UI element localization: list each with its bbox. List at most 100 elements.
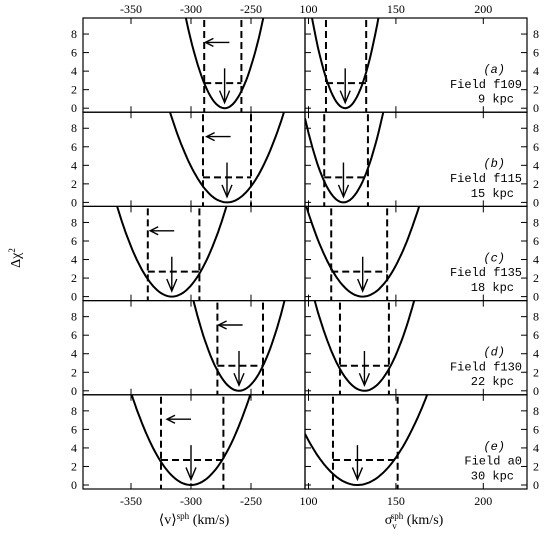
y-tick-label: 6 <box>71 422 77 436</box>
panel-distance-label: 30 kpc <box>471 469 514 483</box>
panel-4-mean-velocity: 0 2 4 6 8 <box>71 300 306 398</box>
x-tick-label-top: -250 <box>240 2 262 16</box>
panel-field-label: Field f135 <box>450 266 522 280</box>
panel-distance-label: 22 kpc <box>471 375 514 389</box>
y-tick-label-right: 8 <box>533 121 539 135</box>
panel-tag: (b) <box>483 157 505 171</box>
y-tick-label-right: 2 <box>533 459 539 473</box>
y-tick-label-right: 0 <box>533 101 539 115</box>
x-tick-label-top: 200 <box>474 2 492 16</box>
chi-square-curve <box>184 18 265 110</box>
x-tick-label-top: 150 <box>387 2 405 16</box>
y-tick-label: 2 <box>71 271 77 285</box>
y-tick-label: 4 <box>71 253 77 267</box>
minimum-arrow-head <box>357 278 369 293</box>
offset-arrow-head <box>203 37 214 48</box>
x-tick-label-bottom: 200 <box>474 494 492 508</box>
offset-arrow-head <box>217 320 227 330</box>
panel-3-mean-velocity: 0 2 4 6 8 <box>71 205 306 304</box>
y-tick-label-right: 6 <box>533 422 539 436</box>
y-tick-label: 4 <box>71 347 77 361</box>
y-tick-label-right: 0 <box>533 478 539 492</box>
chi-square-curve <box>192 300 286 392</box>
y-tick-label: 6 <box>71 234 77 248</box>
y-tick-label: 8 <box>71 404 77 418</box>
panel-1-mean-velocity: 0 2 4 6 8 -350 -300 -250 <box>71 2 306 115</box>
chi-square-curve <box>168 112 285 204</box>
y-tick-label: 4 <box>71 158 77 172</box>
y-tick-label: 6 <box>71 46 77 60</box>
panel-5-mean-velocity: 0 2 4 6 8 -350 -300 -250 <box>71 394 306 508</box>
x-tick-label-top: -300 <box>180 2 202 16</box>
y-tick-label-right: 2 <box>533 365 539 379</box>
x-tick-label-top: 100 <box>299 2 317 16</box>
y-tick-label-right: 8 <box>533 404 539 418</box>
panel-distance-label: 9 kpc <box>478 93 514 107</box>
y-tick-label-right: 6 <box>533 140 539 154</box>
panel-tag: (a) <box>483 63 505 77</box>
y-tick-label: 4 <box>71 441 77 455</box>
panel-tag: (e) <box>483 440 505 454</box>
y-tick-label: 2 <box>71 365 77 379</box>
y-tick-label-right: 6 <box>533 234 539 248</box>
y-tick-label: 8 <box>71 310 77 324</box>
y-tick-label-right: 2 <box>533 83 539 97</box>
panel-frame <box>82 300 306 396</box>
y-tick-label-right: 4 <box>533 158 539 172</box>
panel-field-label: Field f115 <box>450 172 522 186</box>
y-tick-label-right: 8 <box>533 215 539 229</box>
x-axis-label-velocity-dispersion: σvsph (km/s) <box>385 511 444 531</box>
y-tick-label-right: 8 <box>533 27 539 41</box>
y-tick-label-right: 4 <box>533 441 539 455</box>
minimum-arrow-head <box>185 467 197 482</box>
y-tick-label-right: 4 <box>533 347 539 361</box>
y-tick-label-right: 0 <box>533 384 539 398</box>
chi-square-curve <box>305 394 429 486</box>
y-tick-label: 0 <box>71 101 77 115</box>
y-tick-label: 2 <box>71 459 77 473</box>
minimum-arrow-head <box>351 467 364 482</box>
chi-square-curve <box>311 18 380 110</box>
panel-field-label: Field f109 <box>450 78 522 92</box>
y-tick-label-right: 0 <box>533 195 539 209</box>
y-tick-label: 6 <box>71 140 77 154</box>
panel-frame <box>82 17 306 113</box>
y-tick-label-right: 8 <box>533 310 539 324</box>
offset-arrow-head <box>148 226 159 236</box>
y-tick-label-right: 6 <box>533 328 539 342</box>
panel-field-label: Field a0 <box>464 455 522 469</box>
minimum-arrow-head <box>221 184 233 199</box>
y-tick-label-right: 4 <box>533 64 539 78</box>
panel-tag: (c) <box>483 251 505 265</box>
chi-square-curve <box>116 206 228 298</box>
y-tick-label: 8 <box>71 27 77 41</box>
y-tick-label-right: 6 <box>533 46 539 60</box>
panel-frame <box>304 394 528 490</box>
y-tick-label: 0 <box>71 384 77 398</box>
x-tick-label-top: -350 <box>120 2 142 16</box>
panel-frame <box>82 111 306 207</box>
x-tick-label-bottom: -250 <box>240 494 262 508</box>
minimum-arrow-head <box>233 372 245 388</box>
y-tick-label: 0 <box>71 290 77 304</box>
y-tick-label-right: 4 <box>533 253 539 267</box>
y-tick-label: 0 <box>71 195 77 209</box>
minimum-arrow-head <box>337 184 350 199</box>
chi-square-curve <box>130 394 252 486</box>
y-tick-label: 8 <box>71 215 77 229</box>
minimum-arrow-head <box>358 372 371 388</box>
y-tick-label-right: 2 <box>533 177 539 191</box>
y-axis-label: Δχ2 <box>7 248 24 268</box>
panel-frame <box>82 205 306 302</box>
y-tick-label: 6 <box>71 328 77 342</box>
y-tick-label: 0 <box>71 478 77 492</box>
minimum-arrow-head <box>339 90 351 105</box>
y-tick-label-right: 2 <box>533 271 539 285</box>
